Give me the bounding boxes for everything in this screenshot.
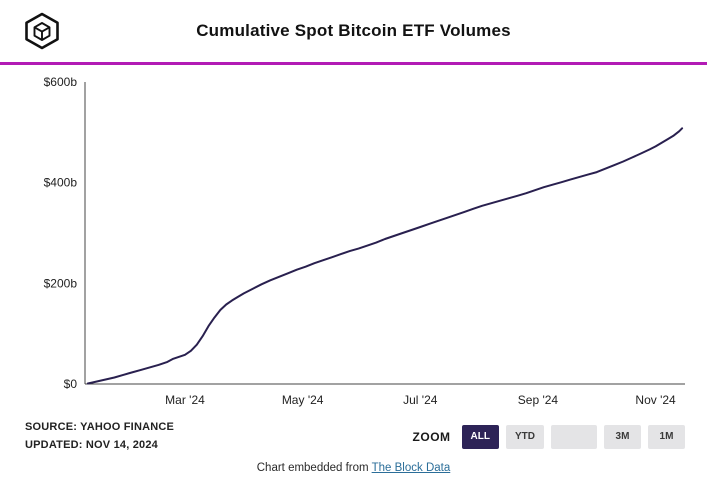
line-chart: $0 $200b $400b $600b Mar '24 May '24 Jul '24 Se… — [44, 75, 685, 407]
embed-note: Chart embedded from The Block Data — [0, 462, 707, 474]
embed-link[interactable]: The Block Data — [371, 462, 451, 475]
source-info: SOURCE: YAHOO FINANCE UPDATED: NOV 14, 2… — [25, 419, 174, 454]
y-tick-label: $400b — [44, 176, 78, 190]
chart-plot-area: $0 $200b $400b $600b Mar '24 May '24 Jul '24 Se… — [0, 65, 707, 415]
zoom-button-group: ALL YTD 3M 1M — [461, 424, 685, 449]
zoom-button-all[interactable]: ALL — [461, 424, 499, 449]
y-tick-label: $200b — [44, 276, 78, 290]
header: Cumulative Spot Bitcoin ETF Volumes — [0, 0, 707, 62]
zoom-button-blank[interactable] — [551, 424, 597, 449]
accent-divider — [0, 62, 707, 65]
x-tick-label: Jul '24 — [403, 393, 438, 407]
data-line — [86, 127, 684, 385]
zoom-button-1m[interactable]: 1M — [648, 424, 685, 449]
footer: SOURCE: YAHOO FINANCE UPDATED: NOV 14, 2… — [0, 415, 707, 454]
zoom-label: ZOOM — [412, 429, 451, 444]
x-tick-label: May '24 — [282, 393, 324, 407]
zoom-button-ytd[interactable]: YTD — [506, 424, 544, 449]
x-tick-label: Mar '24 — [165, 393, 205, 407]
y-tick-label: $600b — [44, 75, 78, 89]
embed-text: Chart embedded from — [256, 462, 369, 475]
the-block-logo-icon — [22, 11, 62, 51]
chart-title: Cumulative Spot Bitcoin ETF Volumes — [196, 21, 511, 40]
y-tick-label: $0 — [64, 377, 78, 391]
x-tick-label: Nov '24 — [635, 393, 676, 407]
zoom-button-3m[interactable]: 3M — [604, 424, 641, 449]
updated-line: UPDATED: NOV 14, 2024 — [25, 438, 158, 451]
zoom-controls: ZOOM ALL YTD 3M 1M — [412, 424, 685, 449]
x-tick-label: Sep '24 — [518, 393, 559, 407]
source-line: SOURCE: YAHOO FINANCE — [25, 421, 175, 433]
